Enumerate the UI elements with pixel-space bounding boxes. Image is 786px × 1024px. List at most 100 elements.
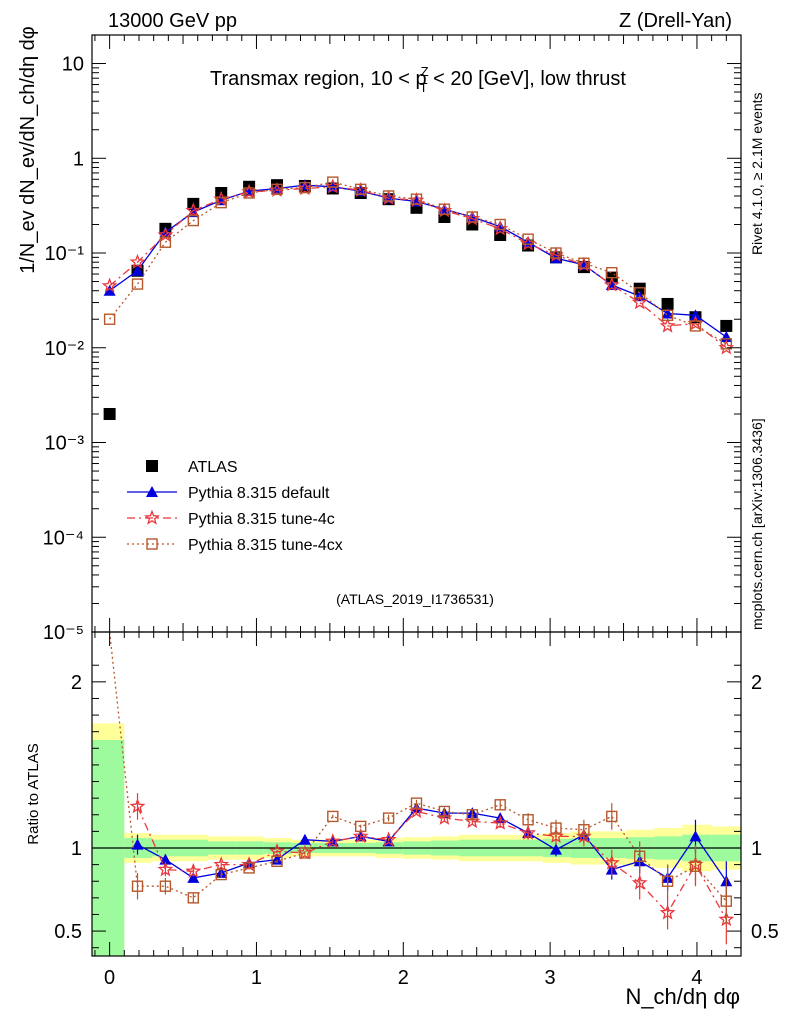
data-point <box>185 202 202 218</box>
data-point <box>720 338 733 350</box>
ratio-point <box>352 828 369 844</box>
ratio-point <box>408 803 425 819</box>
ratio-line <box>108 631 727 902</box>
data-point <box>466 211 478 223</box>
data-point <box>327 176 339 188</box>
ratio-point <box>269 842 285 859</box>
ratio-point <box>603 854 620 870</box>
ratio-y-axis-label: Ratio to ATLAS <box>25 743 42 844</box>
data-point <box>631 294 648 310</box>
data-point <box>633 282 646 295</box>
data-point <box>438 203 451 215</box>
x-tick-label: 1 <box>251 967 262 989</box>
data-point <box>410 193 423 205</box>
x-tick-label: 0 <box>104 967 115 989</box>
ratio-y-tick-label-right: 1 <box>751 838 762 860</box>
ratio-point <box>606 810 618 823</box>
legend-label: Pythia 8.315 tune-4c <box>188 511 335 528</box>
main-title: Transmax region, 10 < pZ T < 20 [GeV], lo… <box>210 64 626 95</box>
ratio-point <box>633 850 646 863</box>
x-tick-label: 2 <box>398 967 409 989</box>
data-point <box>603 276 620 292</box>
data-point <box>633 287 646 299</box>
ratio-line <box>136 806 727 920</box>
data-point <box>659 317 676 333</box>
main-y-ticks: 10⁻⁵ 10⁻⁴ 10⁻³ 10⁻² 10⁻¹ 1 10 <box>43 34 742 644</box>
ratio-point <box>324 833 341 849</box>
ratio-point <box>382 812 395 824</box>
data-point <box>131 264 144 276</box>
series-3 <box>103 176 733 350</box>
data-point <box>159 226 172 238</box>
data-point <box>689 309 702 321</box>
data-point <box>355 183 367 196</box>
ratio-series <box>108 631 735 945</box>
data-point <box>103 407 116 420</box>
data-point <box>661 297 674 310</box>
ratio-point <box>494 799 506 811</box>
y-tick-label: 1 <box>73 148 84 170</box>
x-axis-label: N_ch/dη dφ <box>625 984 740 1009</box>
x-tick-label: 3 <box>545 967 556 989</box>
data-point <box>689 320 702 332</box>
ratio-series-2 <box>108 631 733 925</box>
ratio-point <box>689 830 702 842</box>
ratio-point <box>131 880 144 892</box>
y-tick-label: 10⁻³ <box>45 433 85 455</box>
ratio-point <box>410 797 423 809</box>
legend-label: Pythia 8.315 default <box>188 485 330 502</box>
y-tick-label: 10⁻¹ <box>45 243 85 265</box>
data-point <box>159 236 172 248</box>
ratio-point <box>550 822 562 834</box>
ratio-point <box>271 853 284 865</box>
ratio-y-tick-label-right: 2 <box>751 672 762 694</box>
ratio-y-tick-label: 2 <box>71 672 82 694</box>
rivet-version-label: Rivet 4.1.0, ≥ 2.1M events <box>749 92 765 255</box>
data-point <box>129 253 146 269</box>
x-tick-label: 4 <box>691 967 702 989</box>
series-line <box>109 186 727 349</box>
data-point <box>103 284 116 296</box>
ratio-point <box>213 856 230 872</box>
ratio-y-tick-label: 1 <box>71 838 82 860</box>
ratio-point <box>215 868 227 881</box>
ratio-point <box>157 861 174 877</box>
data-point <box>720 319 733 332</box>
data-point <box>494 218 506 231</box>
ratio-point <box>243 862 255 874</box>
mcplots-label: mcplots.cern.ch [arXiv:1306.3436] <box>749 418 765 630</box>
ratio-point <box>631 874 648 890</box>
ratio-line <box>137 807 727 882</box>
ratio-point <box>187 892 200 904</box>
main-y-axis-label: 1/N_ev dN_ev/dN_ch/dη dφ <box>17 26 39 274</box>
ratio-panel: 0.5 0.5 1 1 2 2 0 1 2 3 4 Ratio to ATLAS N_ch/dη d… <box>25 631 779 1009</box>
legend-label: Pythia 8.315 tune-4cx <box>188 537 343 554</box>
ratio-y-tick-label: 0.5 <box>54 921 82 943</box>
main-plot-series <box>101 176 735 420</box>
legend-entry: ATLAS <box>146 459 238 476</box>
data-point <box>243 187 255 199</box>
main-panel: 10⁻⁵ 10⁻⁴ 10⁻³ 10⁻² 10⁻¹ 1 10 Transmax region,… <box>17 26 742 644</box>
data-point <box>103 313 116 325</box>
legend-marker <box>146 538 158 550</box>
ratio-ticks: 0.5 0.5 1 1 2 2 0 1 2 3 4 <box>54 632 779 989</box>
data-point <box>550 247 562 259</box>
ratio-point <box>299 847 311 859</box>
ratio-point <box>720 895 733 907</box>
ratio-plot-frame <box>91 631 742 957</box>
data-point <box>382 190 395 202</box>
y-tick-label: 10⁻² <box>45 338 85 360</box>
ratio-point <box>380 831 397 847</box>
ratio-point <box>548 828 564 844</box>
ratio-point <box>689 860 702 872</box>
data-point <box>299 181 311 194</box>
ratio-uncertainty-bands <box>92 723 741 956</box>
data-point <box>101 277 118 293</box>
ratio-point <box>131 838 144 850</box>
ratio-point <box>522 814 534 826</box>
ratio-point <box>355 820 367 833</box>
legend-marker <box>144 509 160 525</box>
ratio-point <box>187 871 200 883</box>
y-tick-label: 10 <box>62 54 84 76</box>
